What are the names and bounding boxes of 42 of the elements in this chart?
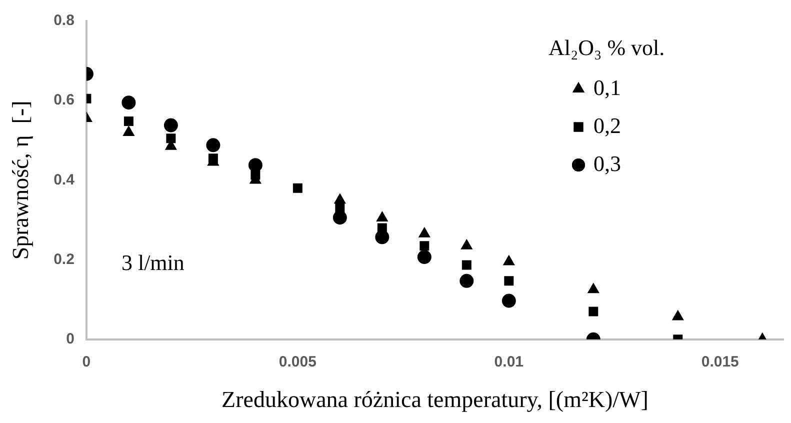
legend-label: 0,2 — [594, 112, 621, 138]
point — [332, 210, 347, 225]
point — [588, 306, 598, 316]
point — [206, 138, 220, 152]
point — [124, 116, 134, 126]
point — [460, 274, 474, 288]
point — [375, 230, 390, 244]
point — [166, 134, 176, 144]
point — [376, 212, 388, 222]
y-tick-label: 0 — [66, 330, 74, 348]
point — [248, 158, 262, 172]
y-tick-label: 0.2 — [54, 250, 74, 268]
y-tick-label: 0.6 — [54, 92, 74, 109]
x-tick-label: 0 — [82, 354, 91, 371]
point — [462, 260, 472, 270]
point — [672, 310, 684, 320]
x-axis-title: Zredukowana różnica temperatury, [(m²K)/W] — [222, 387, 648, 412]
legend-title: Al₂O₃ % vol. — [548, 34, 665, 60]
point — [334, 194, 346, 204]
point — [123, 126, 134, 136]
point — [250, 170, 260, 180]
y-tick-label: 0.8 — [54, 12, 74, 30]
point — [502, 294, 516, 308]
y-axis-title: Sprawność, η [-] — [8, 100, 33, 260]
point — [503, 255, 515, 266]
point — [292, 183, 302, 193]
point — [418, 227, 430, 238]
annotation: 3 l/min — [121, 250, 184, 276]
point — [122, 96, 136, 110]
legend-label: 0,1 — [594, 74, 621, 100]
point — [588, 283, 600, 294]
x-tick-label: 0.005 — [278, 354, 316, 371]
point — [164, 118, 178, 132]
y-tick-label: 0.4 — [54, 171, 76, 188]
point — [417, 250, 432, 264]
x-tick-label: 0.01 — [494, 354, 524, 371]
x-tick-label: 0.015 — [701, 354, 739, 371]
legend-label: 0,3 — [594, 150, 621, 176]
point — [420, 241, 430, 251]
point — [504, 276, 514, 286]
point — [460, 239, 472, 250]
point — [208, 154, 218, 164]
